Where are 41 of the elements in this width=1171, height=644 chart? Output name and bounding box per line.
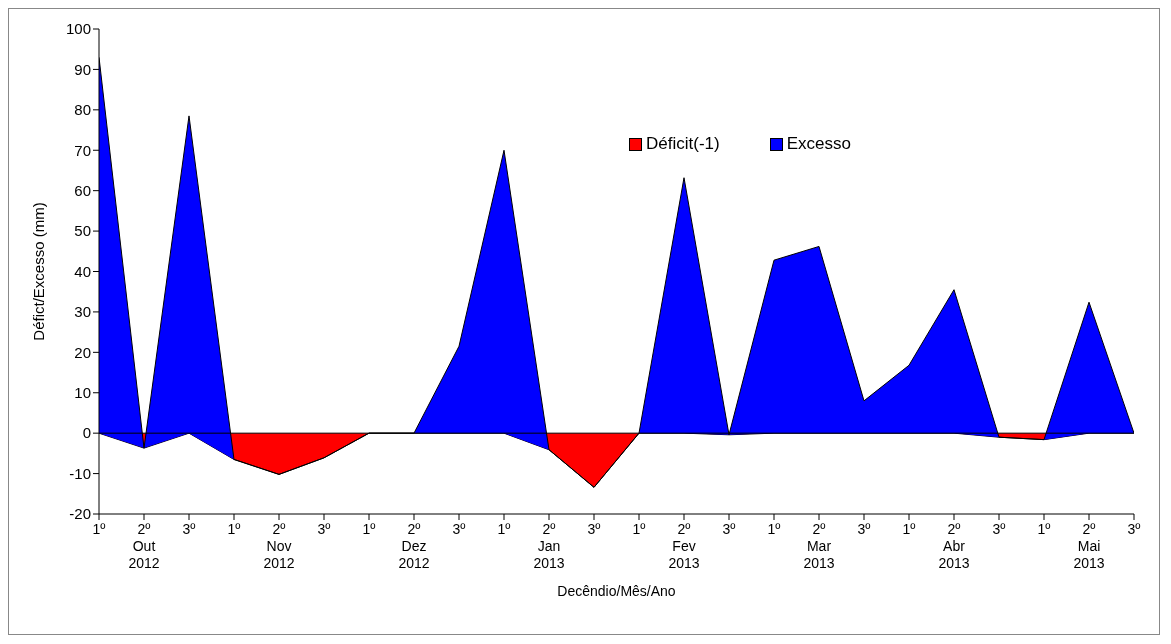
y-tick-label: 10: [74, 384, 91, 402]
x-tick-label: 1º: [632, 521, 646, 537]
legend-label: Déficit(-1): [645, 134, 720, 154]
x-tick-label: 3º: [857, 521, 871, 537]
x-tick-label: 3º: [317, 521, 331, 537]
x-tick-label: 1º: [902, 521, 916, 537]
y-tick-label: 0: [82, 424, 91, 442]
y-tick-label: -20: [69, 505, 91, 523]
x-axis-title: Decêndio/Mês/Ano: [557, 583, 676, 599]
x-tick-label: 1º: [92, 521, 106, 537]
x-tick-label: 1º: [362, 521, 376, 537]
y-tick-label: 50: [74, 222, 91, 240]
y-tick-label: 20: [74, 343, 91, 361]
x-tick-label: 2º Mar 2013: [803, 521, 835, 571]
y-tick-label: 40: [74, 262, 91, 280]
y-tick-label: 30: [74, 303, 91, 321]
y-tick-label: 90: [74, 60, 91, 78]
x-tick-label: 2º Mai 2013: [1073, 521, 1105, 571]
y-tick-label: 70: [74, 141, 91, 159]
y-tick-label: 100: [65, 20, 91, 38]
y-tick-label: -10: [69, 464, 91, 482]
x-tick-label: 1º: [767, 521, 781, 537]
x-tick-label: 3º: [1127, 521, 1141, 537]
x-tick-label: 1º: [497, 521, 511, 537]
x-tick-label: 2º Out 2012: [128, 521, 160, 571]
x-tick-label: 3º: [182, 521, 196, 537]
x-tick-label: 3º: [722, 521, 736, 537]
x-tick-label: 2º Fev 2013: [668, 521, 700, 571]
y-tick-label: 60: [74, 181, 91, 199]
x-tick-label: 2º Nov 2012: [263, 521, 295, 571]
x-tick-label: 2º Abr 2013: [938, 521, 970, 571]
x-tick-label: 1º: [1037, 521, 1051, 537]
legend-label: Excesso: [785, 134, 851, 154]
x-tick-label: 3º: [992, 521, 1006, 537]
x-tick-label: 2º Jan 2013: [533, 521, 565, 571]
x-tick-label: 1º: [227, 521, 241, 537]
y-axis-title: Défict/Excesso (mm): [30, 202, 48, 341]
x-tick-label: 3º: [587, 521, 601, 537]
y-tick-label: 80: [74, 101, 91, 119]
x-tick-label: 2º Dez 2012: [398, 521, 430, 571]
x-tick-label: 3º: [452, 521, 466, 537]
